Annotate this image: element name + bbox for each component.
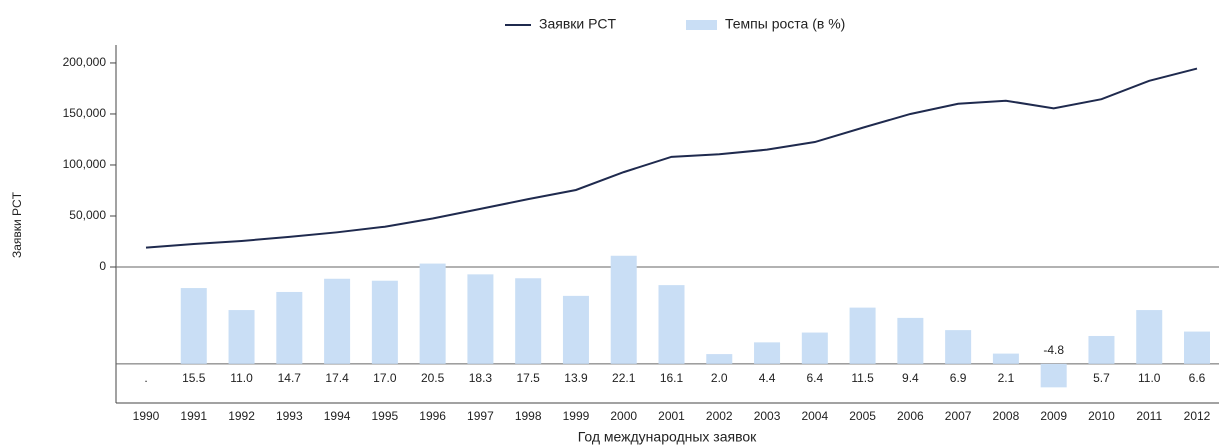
- y-axis-title: Заявки PCT: [10, 191, 24, 258]
- legend-swatch: [686, 20, 717, 30]
- bar-value-label: 15.5: [182, 371, 206, 385]
- bar-value-label: 2.1: [998, 371, 1015, 385]
- x-tick-label: 2010: [1088, 409, 1115, 423]
- y-tick-label: 200,000: [63, 55, 107, 69]
- bar: [897, 317, 924, 364]
- bar: [562, 295, 589, 364]
- bar-value-label: 6.6: [1189, 371, 1206, 385]
- x-axis-title: Год международных заявок: [578, 429, 757, 445]
- x-tick-label: 2003: [754, 409, 781, 423]
- bar-value-label: 22.1: [612, 371, 636, 385]
- bar: [945, 330, 972, 364]
- line: [145, 67, 1198, 249]
- bar: [610, 255, 637, 364]
- bar-value-label: 17.0: [373, 371, 397, 385]
- x-tick-label: 2012: [1184, 409, 1211, 423]
- bar: [324, 278, 351, 364]
- bar: [1040, 363, 1067, 388]
- bar-value-label: 11.5: [851, 371, 874, 385]
- bar: [801, 332, 828, 364]
- bar-value-label: 11.0: [230, 371, 253, 385]
- bar: [467, 274, 494, 364]
- bar-value-label: 14.7: [278, 371, 302, 385]
- x-tick-label: 1992: [228, 409, 255, 423]
- x-tick-label: 2004: [801, 409, 828, 423]
- x-tick-label: 1990: [133, 409, 160, 423]
- bar-value-label: 6.9: [950, 371, 967, 385]
- bar-value-label: 2.0: [711, 371, 728, 385]
- bar: [754, 342, 781, 364]
- bar-value-label: 20.5: [421, 371, 445, 385]
- x-tick-label: 2009: [1040, 409, 1067, 423]
- x-tick-label: 1994: [324, 409, 351, 423]
- bar-value-label: 6.4: [806, 371, 823, 385]
- bar: [515, 278, 542, 364]
- bar-value-label: 9.4: [902, 371, 919, 385]
- bar: [1088, 335, 1115, 364]
- bar-value-label: 5.7: [1093, 371, 1110, 385]
- bar-value-label: 16.1: [660, 371, 684, 385]
- bar-value-label: 4.4: [759, 371, 776, 385]
- bar-value-label: 17.5: [517, 371, 541, 385]
- bar-value-label: 13.9: [564, 371, 588, 385]
- x-tick-label: 2006: [897, 409, 924, 423]
- legend-label: Темпы роста (в %): [725, 16, 845, 32]
- x-tick-label: 2011: [1136, 409, 1162, 423]
- x-tick-label: 2001: [658, 409, 685, 423]
- x-tick-label: 2007: [945, 409, 972, 423]
- bar: [419, 263, 446, 364]
- bar: [371, 280, 398, 364]
- x-tick-label: 1996: [419, 409, 446, 423]
- bar: [849, 307, 876, 364]
- bar: [706, 354, 733, 364]
- bar-value-label: 17.4: [325, 371, 349, 385]
- x-tick-label: 2005: [849, 409, 876, 423]
- x-tick-label: 1995: [372, 409, 399, 423]
- x-tick-label: 1998: [515, 409, 542, 423]
- bar: [1136, 310, 1163, 364]
- y-tick-label: 0: [99, 259, 106, 273]
- x-tick-label: 1991: [180, 409, 207, 423]
- x-tick-label: 2008: [993, 409, 1020, 423]
- x-tick-label: 1999: [563, 409, 590, 423]
- bar-value-label: .: [144, 371, 147, 385]
- y-tick-label: 150,000: [63, 106, 107, 120]
- bar: [180, 288, 207, 364]
- y-tick-label: 100,000: [63, 157, 107, 171]
- y-tick-label: 50,000: [69, 208, 106, 222]
- bar: [992, 353, 1019, 364]
- x-tick-label: 2002: [706, 409, 733, 423]
- bar-value-label: 18.3: [469, 371, 493, 385]
- x-tick-label: 1993: [276, 409, 303, 423]
- bar: [228, 310, 255, 364]
- x-tick-label: 1997: [467, 409, 494, 423]
- bar: [1184, 331, 1210, 364]
- x-tick-label: 2000: [610, 409, 637, 423]
- bar-value-label: -4.8: [1043, 343, 1064, 357]
- legend-label: Заявки PCT: [539, 16, 617, 32]
- bar: [276, 291, 303, 364]
- bar: [658, 285, 685, 364]
- bar-value-label: 11.0: [1138, 371, 1161, 385]
